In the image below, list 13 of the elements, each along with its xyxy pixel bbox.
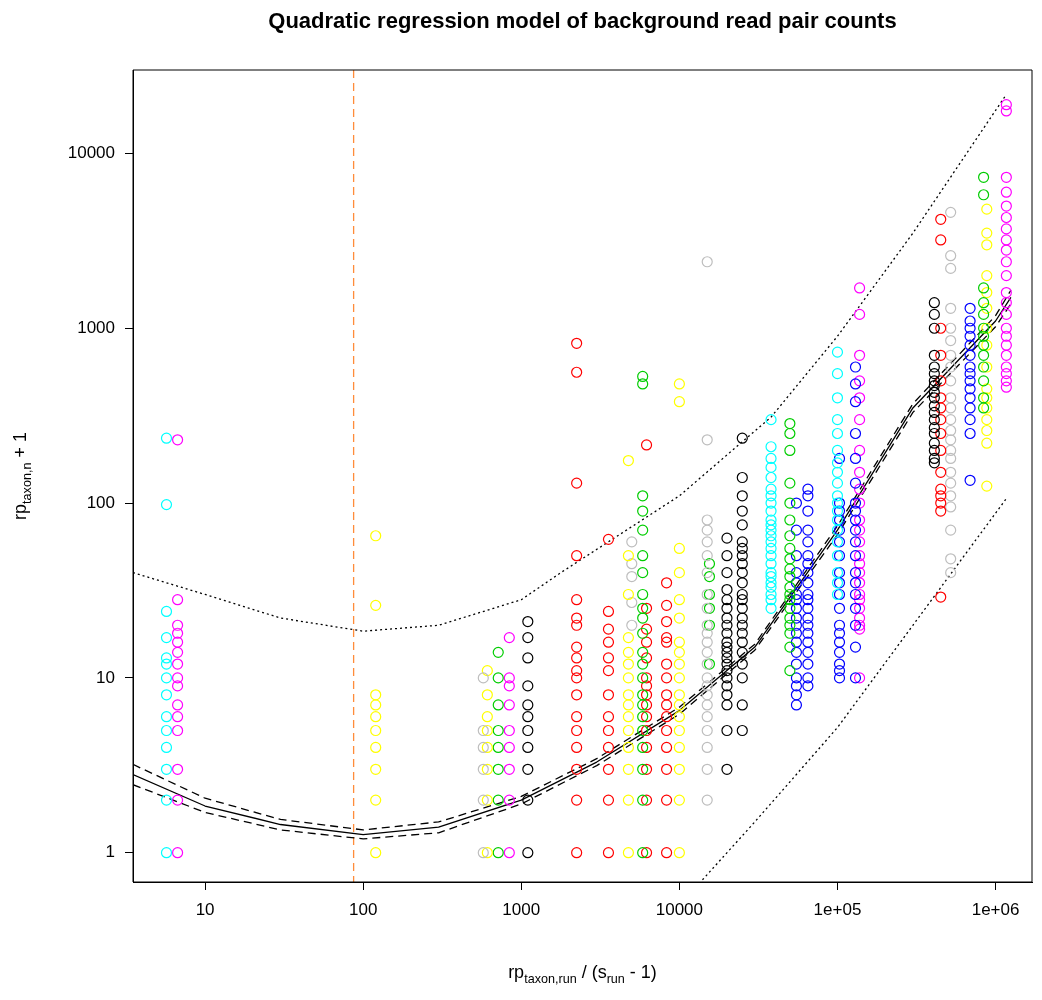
- x-axis-title: rp$_{taxon,run}$ / (s$_{run}$ - 1): [507, 962, 658, 986]
- y-tick-label: 10: [96, 667, 115, 687]
- x-tick-label: 100: [348, 899, 378, 919]
- x-tick-label: 1e+05: [813, 899, 862, 919]
- y-tick-label: 10000: [67, 143, 115, 163]
- chart-title: Quadratic regression model of background read pair counts: [267, 8, 898, 34]
- x-tick-label: 1e+06: [971, 899, 1020, 919]
- x-tick-label: 10: [195, 899, 215, 919]
- y-tick-label: 1: [105, 842, 115, 862]
- y-tick-label: 100: [86, 492, 115, 512]
- x-tick-label: 10000: [655, 899, 704, 919]
- x-tick-label: 1000: [502, 899, 541, 919]
- y-tick-label: 1000: [77, 317, 115, 337]
